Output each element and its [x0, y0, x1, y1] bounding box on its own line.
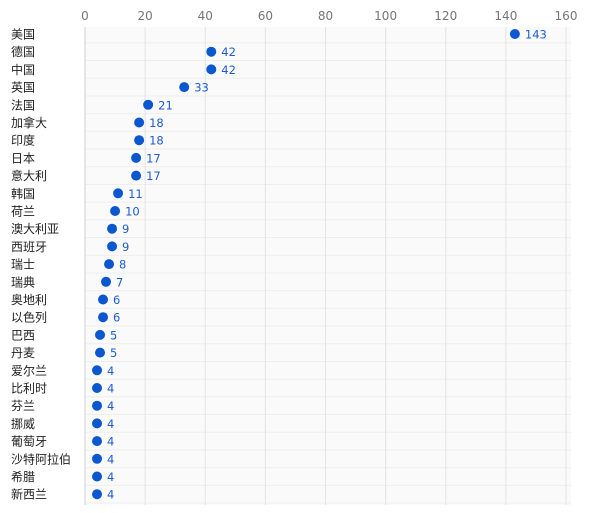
- data-label: 4: [107, 470, 114, 484]
- data-label: 4: [107, 488, 114, 502]
- data-label: 5: [110, 346, 117, 360]
- data-label: 9: [122, 240, 129, 254]
- data-point[interactable]: [101, 276, 112, 287]
- data-label: 11: [128, 187, 143, 201]
- data-label: 18: [149, 134, 164, 148]
- category-label: 芬兰: [11, 399, 35, 413]
- x-tick-label: 0: [81, 9, 89, 23]
- category-label: 新西兰: [11, 487, 47, 502]
- category-label: 英国: [11, 81, 35, 95]
- data-point[interactable]: [92, 383, 103, 393]
- data-label: 4: [107, 417, 114, 431]
- category-label: 瑞士: [11, 258, 35, 272]
- x-tick-label: 80: [318, 9, 333, 23]
- data-point[interactable]: [143, 99, 154, 110]
- data-label: 6: [113, 293, 120, 307]
- category-label: 巴西: [11, 328, 35, 342]
- x-tick-label: 120: [434, 9, 457, 23]
- data-point[interactable]: [131, 170, 142, 181]
- category-label: 日本: [11, 151, 35, 165]
- data-point[interactable]: [131, 152, 142, 163]
- data-label: 18: [149, 116, 164, 130]
- category-label: 挪威: [11, 417, 35, 431]
- data-label: 7: [116, 275, 123, 289]
- data-point[interactable]: [92, 436, 103, 447]
- grid-layer: [84, 27, 571, 505]
- data-label: 33: [194, 81, 209, 95]
- data-point[interactable]: [134, 135, 145, 146]
- data-point[interactable]: [92, 453, 103, 464]
- category-label: 丹麦: [11, 346, 35, 360]
- data-label: 143: [525, 28, 547, 42]
- data-label: 4: [107, 452, 114, 466]
- data-point[interactable]: [113, 188, 124, 199]
- category-label: 奥地利: [11, 293, 47, 307]
- x-tick-label: 140: [494, 9, 517, 23]
- data-label: 5: [110, 328, 117, 342]
- data-point[interactable]: [92, 489, 103, 500]
- x-tick-label: 20: [137, 9, 152, 23]
- x-tick-label: 100: [374, 9, 397, 23]
- category-label: 意大利: [11, 168, 47, 183]
- data-point[interactable]: [179, 82, 190, 93]
- x-tick-label: 40: [198, 9, 213, 23]
- category-label: 沙特阿拉伯: [11, 451, 71, 466]
- plot-background: [85, 27, 571, 505]
- category-label: 比利时: [11, 382, 47, 396]
- category-label: 澳大利亚: [11, 222, 59, 236]
- data-label: 4: [107, 435, 114, 449]
- data-points: [92, 29, 520, 500]
- category-label: 加拿大: [11, 115, 47, 130]
- data-label: 17: [146, 169, 161, 183]
- data-point[interactable]: [98, 294, 109, 305]
- data-point[interactable]: [95, 329, 106, 340]
- category-label: 希腊: [11, 469, 35, 484]
- category-label: 美国: [11, 28, 35, 42]
- data-label: 4: [107, 364, 114, 378]
- data-point[interactable]: [509, 29, 520, 39]
- data-label: 10: [125, 205, 140, 219]
- x-tick-label: 60: [258, 9, 273, 23]
- data-point[interactable]: [92, 400, 103, 411]
- data-point[interactable]: [104, 259, 115, 270]
- data-label: 4: [107, 399, 114, 413]
- data-label: 42: [221, 63, 236, 77]
- data-label: 21: [158, 98, 173, 112]
- category-label: 法国: [11, 98, 35, 112]
- data-point[interactable]: [92, 471, 103, 482]
- category-label: 葡萄牙: [11, 435, 47, 449]
- x-tick-label: 160: [555, 9, 578, 23]
- data-point[interactable]: [107, 241, 118, 252]
- data-label: 6: [113, 311, 120, 325]
- category-label: 韩国: [11, 186, 35, 201]
- category-label: 德国: [11, 44, 35, 59]
- data-point[interactable]: [92, 365, 103, 376]
- category-label: 荷兰: [11, 205, 35, 219]
- data-point[interactable]: [92, 418, 103, 429]
- x-axis-ticks: 0 20 40 60 80 100 120 140 160: [81, 9, 577, 23]
- data-label: 9: [122, 222, 129, 236]
- category-label: 西班牙: [11, 240, 47, 254]
- data-point[interactable]: [134, 117, 145, 128]
- data-point[interactable]: [110, 206, 121, 216]
- category-label: 印度: [11, 133, 35, 148]
- data-label: 4: [107, 382, 114, 396]
- data-label: 42: [221, 45, 236, 59]
- data-point[interactable]: [206, 46, 217, 57]
- category-label: 瑞典: [11, 275, 35, 289]
- data-label: 8: [119, 258, 126, 272]
- data-point[interactable]: [98, 312, 109, 323]
- category-labels: 美国德国中国英国法国加拿大印度日本意大利韩国荷兰澳大利亚西班牙瑞士瑞典奥地利以色…: [11, 28, 71, 502]
- category-label: 爱尔兰: [11, 363, 47, 378]
- category-label: 中国: [11, 62, 35, 77]
- data-point[interactable]: [95, 347, 106, 358]
- data-label: 17: [146, 151, 161, 165]
- category-label: 以色列: [11, 311, 47, 325]
- data-point[interactable]: [206, 64, 217, 75]
- data-point[interactable]: [107, 223, 118, 234]
